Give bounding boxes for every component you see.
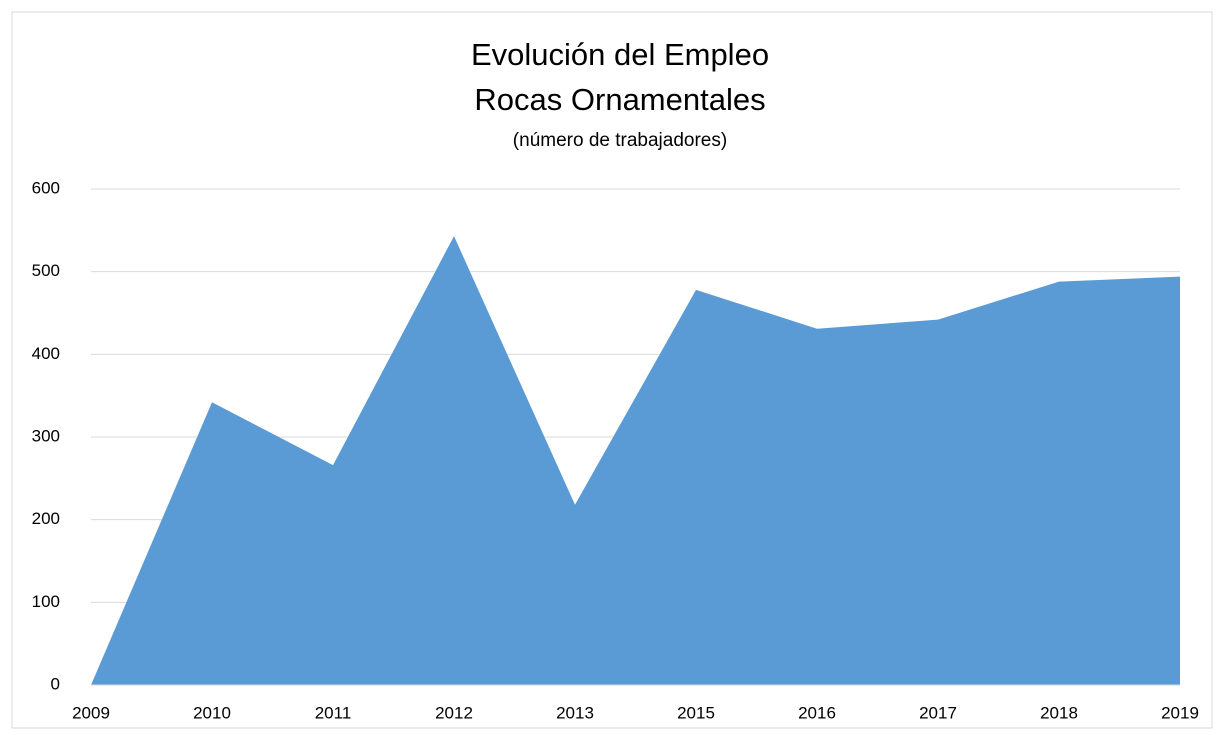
chart-note: (número de trabajadores) — [513, 130, 727, 151]
x-tick-label: 2010 — [193, 703, 231, 722]
y-tick-label: 600 — [32, 178, 60, 197]
y-tick-label: 300 — [32, 426, 60, 445]
x-tick-label: 2011 — [315, 703, 352, 722]
area — [91, 236, 1180, 685]
y-tick-label: 200 — [32, 509, 60, 528]
x-tick-label: 2015 — [677, 703, 715, 722]
y-tick-label: 0 — [51, 674, 60, 693]
chart-subtitle: Rocas Ornamentales — [474, 82, 765, 117]
x-tick-label: 2013 — [556, 703, 594, 722]
y-tick-label: 500 — [32, 261, 60, 280]
y-tick-label: 100 — [32, 592, 60, 611]
x-tick-label: 2017 — [919, 703, 957, 722]
x-tick-label: 2009 — [72, 703, 110, 722]
y-tick-label: 400 — [32, 344, 60, 363]
x-tick-label: 2019 — [1161, 703, 1199, 722]
x-tick-label: 2016 — [798, 703, 836, 722]
chart-title: Evolución del Empleo — [471, 37, 769, 72]
x-tick-label: 2012 — [435, 703, 473, 722]
x-tick-label: 2018 — [1040, 703, 1078, 722]
